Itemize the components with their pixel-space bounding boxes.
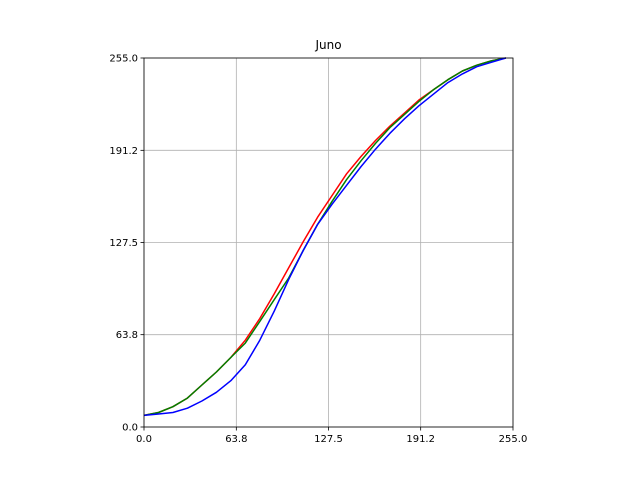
x-tick-label: 63.8 [225,434,247,445]
series-layer [143,57,507,417]
series-line-1 [143,57,506,417]
y-tick-label: 127.5 [109,238,138,249]
y-tick-label: 63.8 [116,330,138,341]
chart-title: Juno [314,38,341,52]
tick-layer: 0.0 63.8 127.5 191.2 255.0 0.0 63.8 127.5 191.2 2… [109,54,527,446]
x-tick-label: 255.0 [499,434,528,445]
y-tick-label: 0.0 [122,423,138,434]
y-tick-label: 255.0 [109,54,138,65]
series-line-3 [143,57,507,417]
series-line-2 [143,57,506,417]
y-tick-label: 191.2 [109,146,138,157]
x-tick-label: 0.0 [136,434,152,445]
x-tick-label: 127.5 [314,434,343,445]
x-tick-label: 191.2 [406,434,435,445]
grid-layer [143,57,514,428]
